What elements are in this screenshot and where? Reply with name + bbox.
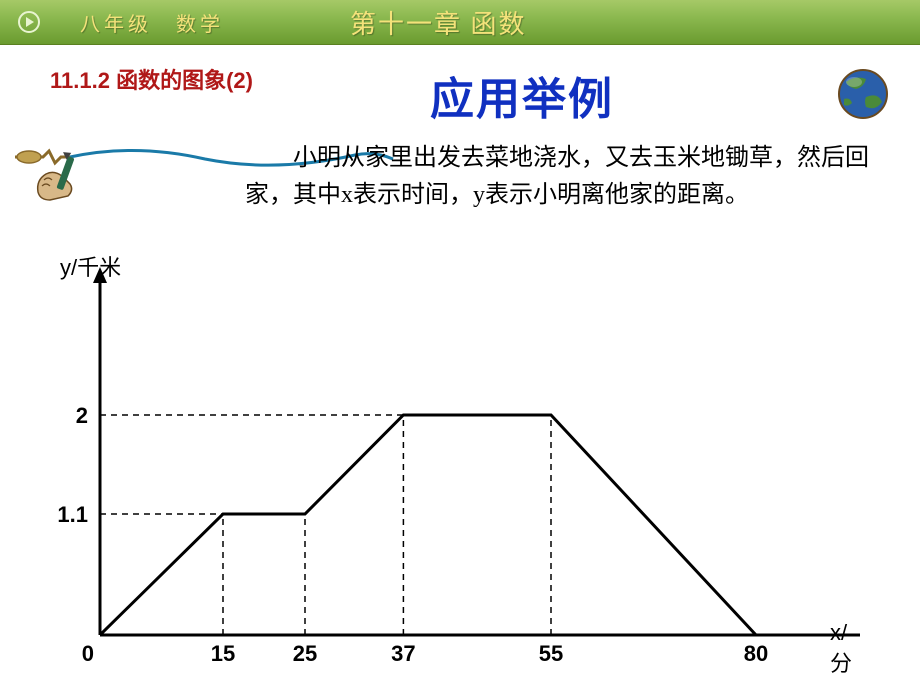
svg-text:55: 55 [539, 641, 563, 666]
play-icon [18, 11, 40, 33]
y-axis-label: y/千米 [60, 250, 121, 282]
content-area: 小明从家里出发去菜地浇水，又去玉米地锄草，然后回家，其中x表示时间，y表示小明离… [0, 140, 920, 214]
svg-text:37: 37 [391, 641, 415, 666]
subheader: 11.1.2 函数的图象(2) 应用举例 [0, 45, 920, 140]
main-title: 应用举例 [430, 63, 614, 127]
svg-text:0: 0 [82, 641, 94, 666]
chart-svg: 0 15 25 37 55 80 1.1 2 [30, 255, 860, 675]
play-triangle [26, 17, 34, 27]
chapter-title: 第十一章 函数 [350, 4, 527, 41]
grade-subject-label: 八年级 数学 [80, 8, 224, 37]
pencil-hand-icon [30, 150, 100, 205]
svg-text:1.1: 1.1 [57, 502, 88, 527]
svg-text:15: 15 [211, 641, 235, 666]
x-axis-label: x/分 [830, 620, 860, 678]
svg-text:2: 2 [76, 403, 88, 428]
globe-icon [836, 67, 890, 121]
header-bar: 八年级 数学 第十一章 函数 [0, 0, 920, 45]
distance-time-chart: y/千米 015253755801.12 x/分 [30, 255, 860, 675]
svg-text:25: 25 [293, 641, 317, 666]
problem-text: 小明从家里出发去菜地浇水，又去玉米地锄草，然后回家，其中x表示时间，y表示小明离… [245, 140, 870, 214]
svg-text:80: 80 [744, 641, 768, 666]
section-label: 11.1.2 函数的图象(2) [50, 63, 253, 95]
